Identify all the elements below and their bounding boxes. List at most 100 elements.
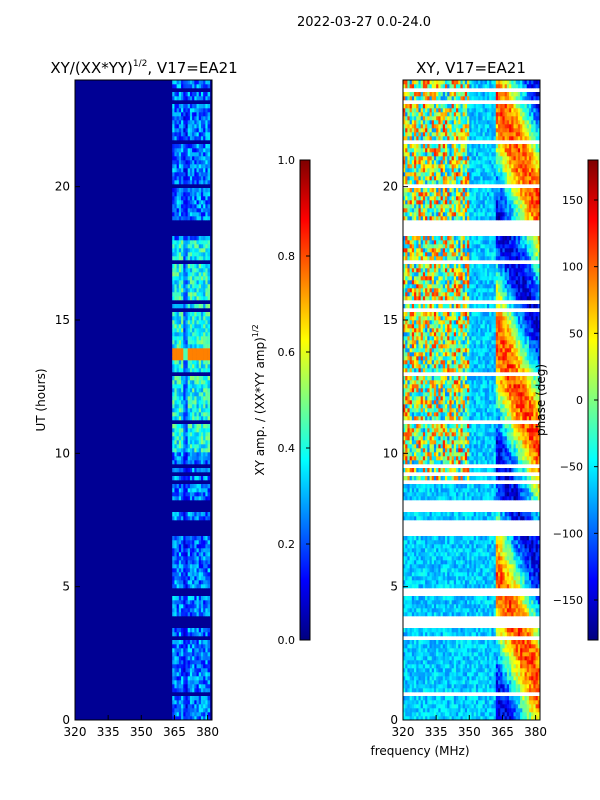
phase-cell (480, 660, 483, 665)
phase-cell (500, 568, 503, 573)
amplitude-cell (176, 432, 180, 437)
phase-cell (526, 540, 530, 545)
phase-cell (515, 612, 519, 617)
phase-cell (425, 632, 428, 637)
amplitude-cell (187, 276, 191, 281)
amplitude-cell (187, 568, 191, 573)
amplitude-cell (187, 668, 191, 673)
amplitude-cell (192, 92, 195, 97)
phase-cell (522, 652, 525, 657)
phase-cell (442, 492, 446, 497)
amplitude-cell (192, 376, 195, 381)
phase-cell (511, 628, 514, 633)
amplitude-cell (181, 144, 184, 149)
amplitude-cell (172, 652, 175, 657)
amplitude-cell (172, 684, 175, 689)
phase-cell (537, 640, 540, 645)
phase-cell (504, 632, 508, 637)
phase-cell (458, 668, 461, 673)
phase-cell (535, 540, 539, 545)
phase-cell (511, 564, 514, 569)
amplitude-cell (176, 296, 180, 301)
amplitude-cell (178, 128, 182, 133)
amplitude-cell (189, 92, 193, 97)
amplitude-cell (189, 548, 193, 553)
amplitude-cell (172, 416, 175, 421)
amplitude-cell (181, 476, 184, 481)
amplitude-cell (194, 112, 197, 117)
amplitude-cell (189, 344, 193, 349)
phase-cell (418, 628, 421, 633)
amplitude-cell (185, 104, 188, 109)
amplitude-cell (189, 644, 193, 649)
amplitude-cell (187, 404, 191, 409)
phase-cell (475, 516, 479, 521)
amplitude-cell (198, 272, 202, 277)
amplitude-cell (196, 352, 200, 357)
phase-cell (440, 536, 444, 541)
amplitude-cell (172, 272, 175, 277)
amplitude-cell (196, 384, 200, 389)
phase-cell (478, 560, 481, 565)
phase-cell (414, 660, 417, 665)
phase-cell (460, 536, 463, 541)
phase-cell (409, 708, 413, 713)
amplitude-cell (194, 196, 197, 201)
amplitude-cell (174, 396, 177, 401)
amplitude-cell (203, 452, 206, 457)
amplitude-cell (200, 572, 204, 577)
amplitude-cell (207, 512, 211, 517)
phase-cell (453, 628, 457, 633)
amplitude-cell (198, 360, 202, 365)
phase-cell (422, 684, 426, 689)
phase-cell (482, 688, 486, 693)
amplitude-cell (172, 600, 175, 605)
amplitude-cell (178, 168, 182, 173)
phase-cell (471, 716, 475, 720)
amplitude-cell (194, 568, 197, 573)
amplitude-cell (203, 688, 206, 693)
amplitude-cell (181, 700, 184, 705)
phase-cell (478, 628, 481, 633)
phase-cell (524, 696, 528, 701)
phase-cell (504, 564, 508, 569)
phase-cell (504, 516, 508, 521)
phase-cell (471, 512, 475, 517)
amplitude-cell (185, 196, 188, 201)
amplitude-cell (205, 356, 208, 361)
amplitude-cell (189, 96, 193, 101)
phase-cell (469, 648, 472, 653)
amplitude-colorbar-ticks: 0.00.20.40.60.81.0 (278, 154, 310, 647)
phase-cell (418, 544, 421, 549)
amplitude-cell (183, 456, 186, 461)
phase-cell (422, 688, 426, 693)
amplitude-cell (194, 296, 197, 301)
phase-cell (493, 668, 497, 673)
phase-cell (506, 576, 510, 581)
amplitude-cell (205, 608, 208, 613)
amplitude-cell (192, 684, 195, 689)
x-tick-label: 380 (196, 725, 219, 739)
phase-cell (498, 648, 501, 653)
phase-cell (526, 552, 530, 557)
phase-cell (478, 708, 481, 713)
phase-cell (533, 660, 536, 665)
amplitude-cell (176, 208, 180, 213)
phase-cell (469, 576, 472, 581)
amplitude-cell (174, 152, 177, 157)
phase-cell (405, 516, 408, 521)
amplitude-cell (198, 176, 202, 181)
amplitude-cell (187, 396, 191, 401)
amplitude-cell (187, 484, 191, 489)
amplitude-cell (178, 612, 182, 617)
phase-cell (515, 576, 519, 581)
amplitude-cell (187, 392, 191, 397)
phase-cell (403, 648, 406, 653)
amplitude-cell (194, 488, 197, 493)
amplitude-cell (198, 128, 202, 133)
phase-cell (447, 688, 450, 693)
amplitude-cell (207, 444, 211, 449)
amplitude-cell (172, 672, 175, 677)
phase-cell (506, 696, 510, 701)
phase-cell (411, 568, 415, 573)
